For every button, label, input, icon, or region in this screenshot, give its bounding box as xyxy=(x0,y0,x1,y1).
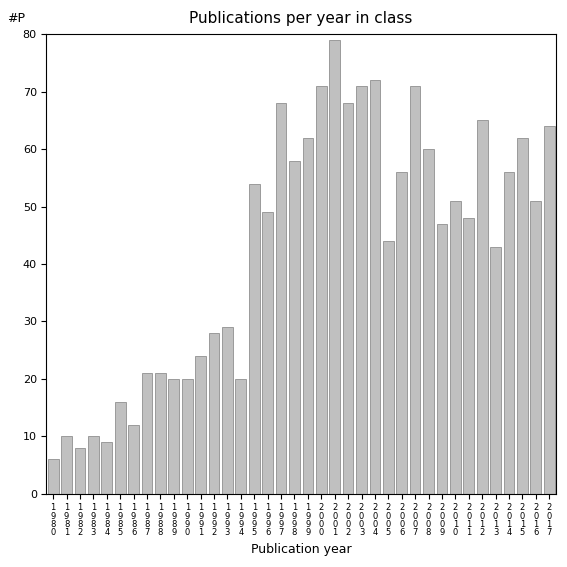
Bar xyxy=(503,172,514,494)
Bar xyxy=(128,425,139,494)
Bar xyxy=(316,86,327,494)
Bar xyxy=(115,402,125,494)
Bar xyxy=(544,126,555,494)
Bar xyxy=(303,138,313,494)
Bar xyxy=(142,373,153,494)
Bar xyxy=(370,80,380,494)
Y-axis label: #P: #P xyxy=(7,12,25,25)
Bar xyxy=(155,373,166,494)
Bar xyxy=(410,86,421,494)
Bar xyxy=(61,436,72,494)
Bar xyxy=(195,356,206,494)
Bar xyxy=(383,241,393,494)
Bar xyxy=(396,172,407,494)
Bar xyxy=(209,333,219,494)
Bar xyxy=(75,448,86,494)
Bar xyxy=(423,149,434,494)
Bar xyxy=(235,379,246,494)
Bar xyxy=(517,138,528,494)
Bar xyxy=(48,459,58,494)
Title: Publications per year in class: Publications per year in class xyxy=(189,11,413,26)
Bar xyxy=(276,103,286,494)
Bar xyxy=(477,120,488,494)
Bar xyxy=(463,218,474,494)
Bar xyxy=(342,103,353,494)
X-axis label: Publication year: Publication year xyxy=(251,543,352,556)
Bar xyxy=(88,436,99,494)
Bar xyxy=(437,224,447,494)
Bar xyxy=(329,40,340,494)
Bar xyxy=(249,184,260,494)
Bar xyxy=(182,379,193,494)
Bar xyxy=(530,201,541,494)
Bar xyxy=(356,86,367,494)
Bar xyxy=(490,247,501,494)
Bar xyxy=(101,442,112,494)
Bar xyxy=(222,327,233,494)
Bar xyxy=(263,212,273,494)
Bar xyxy=(289,160,300,494)
Bar xyxy=(168,379,179,494)
Bar xyxy=(450,201,461,494)
